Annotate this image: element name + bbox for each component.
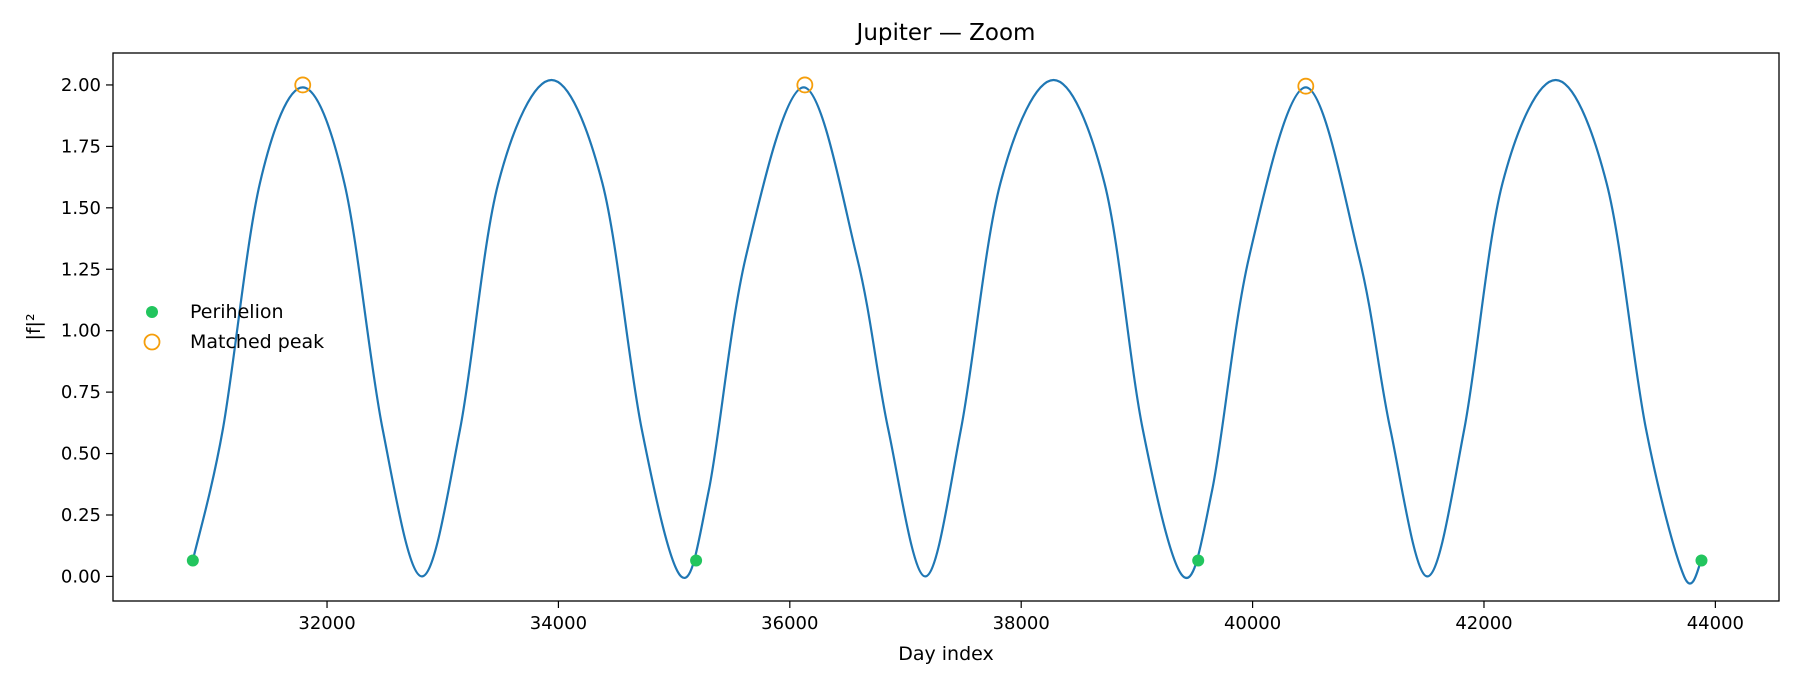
legend-perihelion-marker [146, 306, 158, 318]
perihelion-point [690, 554, 703, 567]
matched-peak-point [1297, 77, 1315, 95]
legend-matched-peak-label: Matched peak [190, 331, 324, 353]
perihelion-point [1695, 554, 1708, 567]
chart-title: Jupiter — Zoom [855, 20, 1036, 46]
perihelion-point [1192, 554, 1205, 567]
x-tick-label: 34000 [530, 613, 587, 634]
y-tick-label: 1.75 [61, 136, 101, 157]
legend-matched-peak-marker [143, 333, 161, 351]
y-tick-label: 0.25 [61, 505, 101, 526]
y-tick-label: 1.25 [61, 259, 101, 280]
y-axis-label: |f|² [23, 313, 45, 340]
x-tick-label: 38000 [993, 613, 1050, 634]
x-tick-label: 44000 [1687, 613, 1744, 634]
y-tick-label: 0.00 [61, 566, 101, 587]
y-tick-label: 2.00 [61, 75, 101, 96]
y-tick-label: 0.50 [61, 444, 101, 465]
x-axis: 32000 34000 36000 38000 40000 42000 44000 [298, 601, 1744, 634]
x-tick-label: 40000 [1224, 613, 1281, 634]
legend: Perihelion Matched peak [143, 301, 324, 353]
y-tick-label: 1.00 [61, 321, 101, 342]
matched-peak-point [796, 76, 814, 94]
y-axis: 0.00 0.25 0.50 0.75 1.00 1.25 1.50 1.75 2.00 [61, 75, 113, 587]
series-line [191, 78, 1703, 585]
legend-perihelion-label: Perihelion [190, 301, 284, 323]
x-tick-label: 42000 [1455, 613, 1512, 634]
y-tick-label: 0.75 [61, 382, 101, 403]
y-tick-label: 1.50 [61, 198, 101, 219]
matched-peak-point [294, 76, 312, 94]
plot-frame [112, 52, 1780, 602]
x-tick-label: 36000 [761, 613, 818, 634]
plot-area [186, 76, 1708, 585]
x-axis-label: Day index [898, 643, 994, 665]
perihelion-point [186, 554, 199, 567]
x-tick-label: 32000 [298, 613, 355, 634]
